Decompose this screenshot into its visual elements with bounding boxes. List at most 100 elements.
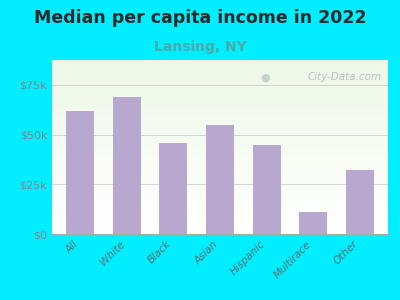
Text: ●: ● bbox=[260, 72, 270, 82]
Bar bbox=[52, 112, 388, 114]
Bar bbox=[52, 91, 388, 93]
Bar bbox=[52, 232, 388, 234]
Bar bbox=[52, 121, 388, 123]
Bar bbox=[206, 124, 234, 234]
Bar bbox=[52, 222, 388, 224]
Bar bbox=[52, 64, 388, 65]
Bar bbox=[52, 229, 388, 230]
Bar bbox=[52, 142, 388, 143]
Bar bbox=[52, 173, 388, 175]
Bar bbox=[52, 215, 388, 217]
Bar bbox=[52, 204, 388, 206]
Text: Median per capita income in 2022: Median per capita income in 2022 bbox=[34, 9, 366, 27]
Bar bbox=[52, 123, 388, 124]
Bar bbox=[52, 110, 388, 112]
Bar bbox=[52, 109, 388, 110]
Bar bbox=[52, 149, 388, 151]
Bar bbox=[52, 103, 388, 105]
Bar bbox=[52, 190, 388, 192]
Bar bbox=[52, 62, 388, 64]
Bar bbox=[52, 124, 388, 126]
Bar bbox=[52, 60, 388, 62]
Bar bbox=[52, 185, 388, 187]
Bar bbox=[52, 147, 388, 149]
Bar bbox=[52, 114, 388, 116]
Bar bbox=[52, 227, 388, 229]
Bar bbox=[52, 212, 388, 213]
Bar bbox=[52, 79, 388, 81]
Bar bbox=[52, 210, 388, 212]
Bar bbox=[52, 117, 388, 119]
Text: Lansing, NY: Lansing, NY bbox=[154, 40, 246, 55]
Bar bbox=[52, 72, 388, 74]
Text: City-Data.com: City-Data.com bbox=[307, 72, 381, 82]
Bar bbox=[52, 138, 388, 140]
Bar bbox=[66, 111, 94, 234]
Bar bbox=[52, 177, 388, 178]
Bar bbox=[52, 230, 388, 232]
Bar bbox=[52, 67, 388, 69]
Bar bbox=[52, 69, 388, 70]
Bar bbox=[52, 93, 388, 95]
Bar bbox=[52, 166, 388, 168]
Bar bbox=[52, 206, 388, 208]
Bar bbox=[52, 169, 388, 171]
Bar bbox=[52, 164, 388, 166]
Bar bbox=[52, 171, 388, 173]
Bar bbox=[52, 163, 388, 164]
Bar bbox=[52, 154, 388, 156]
Bar bbox=[52, 182, 388, 184]
Bar bbox=[52, 133, 388, 135]
Bar bbox=[52, 105, 388, 107]
Bar bbox=[346, 170, 374, 234]
Bar bbox=[52, 156, 388, 158]
Bar bbox=[52, 196, 388, 197]
Bar bbox=[52, 90, 388, 91]
Bar bbox=[52, 199, 388, 201]
Bar bbox=[52, 217, 388, 218]
Bar bbox=[52, 116, 388, 117]
Bar bbox=[52, 208, 388, 210]
Bar bbox=[52, 151, 388, 152]
Bar bbox=[52, 180, 388, 182]
Bar bbox=[52, 82, 388, 84]
Bar bbox=[52, 203, 388, 204]
Bar bbox=[52, 130, 388, 131]
Bar bbox=[52, 187, 388, 189]
Bar bbox=[52, 152, 388, 154]
Bar bbox=[52, 225, 388, 227]
Bar bbox=[52, 158, 388, 159]
Bar bbox=[52, 197, 388, 199]
Bar bbox=[52, 184, 388, 185]
Bar bbox=[52, 140, 388, 142]
Bar bbox=[52, 194, 388, 196]
Bar bbox=[52, 98, 388, 100]
Bar bbox=[52, 224, 388, 225]
Bar bbox=[159, 142, 187, 234]
Bar bbox=[52, 128, 388, 130]
Bar bbox=[52, 102, 388, 103]
Bar bbox=[52, 97, 388, 98]
Bar bbox=[52, 161, 388, 163]
Bar bbox=[52, 100, 388, 102]
Bar bbox=[52, 65, 388, 67]
Bar bbox=[52, 168, 388, 170]
Bar bbox=[52, 81, 388, 82]
Bar bbox=[299, 212, 327, 234]
Bar bbox=[52, 76, 388, 77]
Bar bbox=[52, 159, 388, 161]
Bar bbox=[52, 107, 388, 109]
Bar bbox=[52, 119, 388, 121]
Bar bbox=[52, 126, 388, 128]
Bar bbox=[52, 135, 388, 137]
Bar bbox=[52, 84, 388, 86]
Bar bbox=[52, 189, 388, 190]
Bar bbox=[113, 97, 141, 234]
Bar bbox=[52, 192, 388, 194]
Bar bbox=[52, 178, 388, 180]
Bar bbox=[52, 86, 388, 88]
Bar bbox=[52, 70, 388, 72]
Bar bbox=[52, 131, 388, 133]
Bar bbox=[52, 175, 388, 177]
Bar bbox=[52, 220, 388, 222]
